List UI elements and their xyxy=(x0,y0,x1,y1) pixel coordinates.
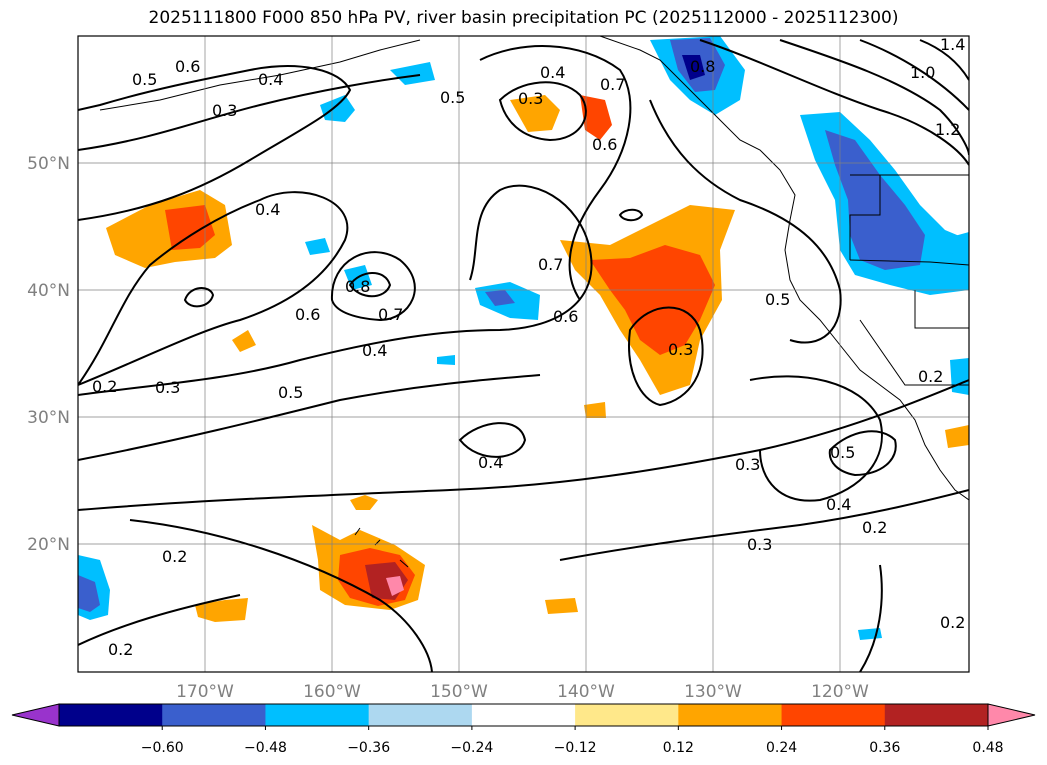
lat-label: 50°N xyxy=(27,154,70,174)
lat-tick-labels: 50°N 40°N 30°N 20°N xyxy=(27,154,70,555)
colorbar-segment xyxy=(575,704,679,726)
map-frame xyxy=(77,35,970,673)
contour-label: 0.2 xyxy=(92,377,117,396)
colorbar: −0.60 −0.48 −0.36 −0.24 −0.12 0.12 0.24 0.36 0.4… xyxy=(11,703,1036,756)
colorbar-frame xyxy=(58,703,989,727)
contour-label: 0.6 xyxy=(175,57,200,76)
contour-label: 0.3 xyxy=(155,378,180,397)
lon-tick-labels: 170°W 160°W 150°W 140°W 130°W 120°W xyxy=(176,682,869,702)
colorbar-segment xyxy=(884,704,989,726)
contour-label: 0.4 xyxy=(826,495,851,514)
contour-label: 0.2 xyxy=(918,367,943,386)
precip-negative-shading xyxy=(78,36,969,640)
pv-contours xyxy=(78,39,969,672)
contour-label: 0.7 xyxy=(600,75,625,94)
contour-label: 0.4 xyxy=(478,453,503,472)
colorbar-tick-label: 0.24 xyxy=(766,740,797,756)
contour-label: 0.2 xyxy=(862,518,887,537)
colorbar-extend-low xyxy=(11,703,60,727)
colorbar-tick-label: −0.36 xyxy=(347,740,390,756)
contour-label: 0.3 xyxy=(747,535,772,554)
lat-label: 30°N xyxy=(27,408,70,428)
contour-label: 0.6 xyxy=(295,305,320,324)
colorbar-segment xyxy=(265,704,370,726)
lon-label: 160°W xyxy=(303,682,361,702)
lat-label: 20°N xyxy=(27,535,70,555)
colorbar-segment xyxy=(59,704,163,726)
contour-label: 0.4 xyxy=(258,70,283,89)
contour-label: 0.8 xyxy=(690,57,715,76)
contour-label: 1.0 xyxy=(910,63,935,82)
colorbar-tick-label: 0.12 xyxy=(663,740,694,756)
contour-label: 0.5 xyxy=(440,88,465,107)
coastlines xyxy=(99,36,969,568)
contour-label: 0.2 xyxy=(940,613,965,632)
colorbar-tick-label: −0.24 xyxy=(450,740,493,756)
map-title: 2025111800 F000 850 hPa PV, river basin … xyxy=(148,8,899,28)
lon-label: 120°W xyxy=(811,682,869,702)
contour-label: 1.2 xyxy=(935,120,960,139)
contour-label: 0.4 xyxy=(255,200,280,219)
contour-label: 0.5 xyxy=(765,290,790,309)
contour-label: 0.2 xyxy=(162,547,187,566)
colorbar-segment xyxy=(368,704,473,726)
contour-labels: 0.6 0.5 0.4 0.3 0.5 0.3 0.4 0.7 0.6 0.8 … xyxy=(92,35,965,659)
contour-label: 0.4 xyxy=(362,341,387,360)
contour-label: 0.7 xyxy=(538,255,563,274)
lon-label: 140°W xyxy=(557,682,615,702)
lon-label: 130°W xyxy=(684,682,742,702)
contour-label: 0.3 xyxy=(668,340,693,359)
contour-label: 0.6 xyxy=(553,307,578,326)
contour-label: 0.7 xyxy=(378,305,403,324)
graticule xyxy=(78,36,969,672)
colorbar-tick-label: 0.48 xyxy=(972,740,1003,756)
contour-label: 0.5 xyxy=(830,443,855,462)
colorbar-tick-label: −0.12 xyxy=(554,740,597,756)
colorbar-segment xyxy=(471,704,576,726)
precip-positive-shading xyxy=(106,95,969,622)
map-layer xyxy=(78,36,969,672)
contour-label: 0.3 xyxy=(212,101,237,120)
contour-label: 0.3 xyxy=(518,89,543,108)
colorbar-tick-label: −0.60 xyxy=(141,740,184,756)
contour-label: 0.4 xyxy=(540,63,565,82)
colorbar-tick-label: −0.48 xyxy=(244,740,287,756)
contour-label: 0.5 xyxy=(132,70,157,89)
contour-label: 0.8 xyxy=(345,277,370,296)
contour-label: 0.5 xyxy=(278,383,303,402)
contour-label: 0.6 xyxy=(592,135,617,154)
lon-label: 170°W xyxy=(176,682,234,702)
lon-label: 150°W xyxy=(430,682,488,702)
contour-label: 1.4 xyxy=(940,35,965,54)
colorbar-segment xyxy=(781,704,886,726)
contour-label: 0.2 xyxy=(108,640,133,659)
colorbar-extend-high xyxy=(987,703,1036,727)
colorbar-tick-label: 0.36 xyxy=(869,740,900,756)
colorbar-segment xyxy=(162,704,266,726)
lat-label: 40°N xyxy=(27,281,70,301)
contour-label: 0.3 xyxy=(735,455,760,474)
colorbar-segment xyxy=(678,704,783,726)
